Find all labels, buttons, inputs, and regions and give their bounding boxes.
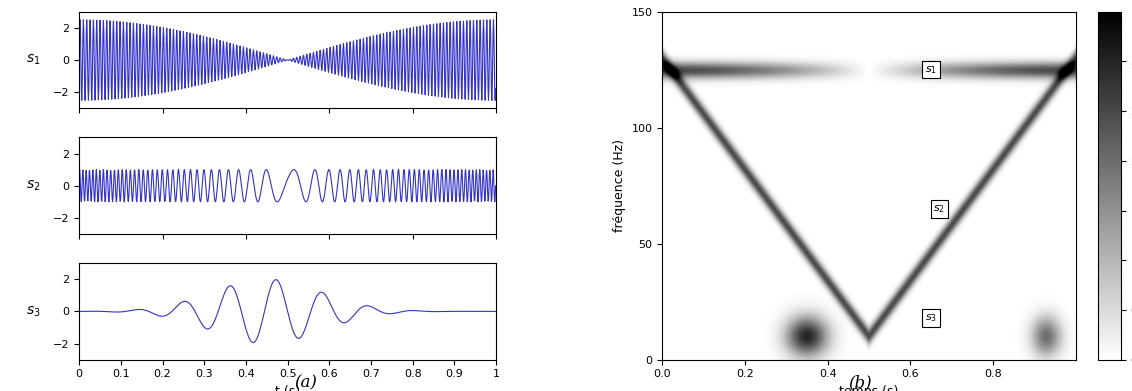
Text: (a): (a)	[294, 374, 317, 391]
Y-axis label: $s_2$: $s_2$	[26, 179, 41, 193]
Y-axis label: fréquence (Hz): fréquence (Hz)	[614, 139, 626, 232]
X-axis label: temps (s): temps (s)	[840, 385, 899, 391]
Text: (b): (b)	[849, 374, 872, 391]
Text: $s_2$: $s_2$	[934, 203, 945, 215]
Y-axis label: $s_3$: $s_3$	[26, 304, 41, 319]
Text: $s_1$: $s_1$	[925, 64, 937, 75]
X-axis label: t (s): t (s)	[275, 385, 300, 391]
Y-axis label: $s_1$: $s_1$	[26, 53, 41, 67]
Text: $s_3$: $s_3$	[925, 312, 937, 324]
